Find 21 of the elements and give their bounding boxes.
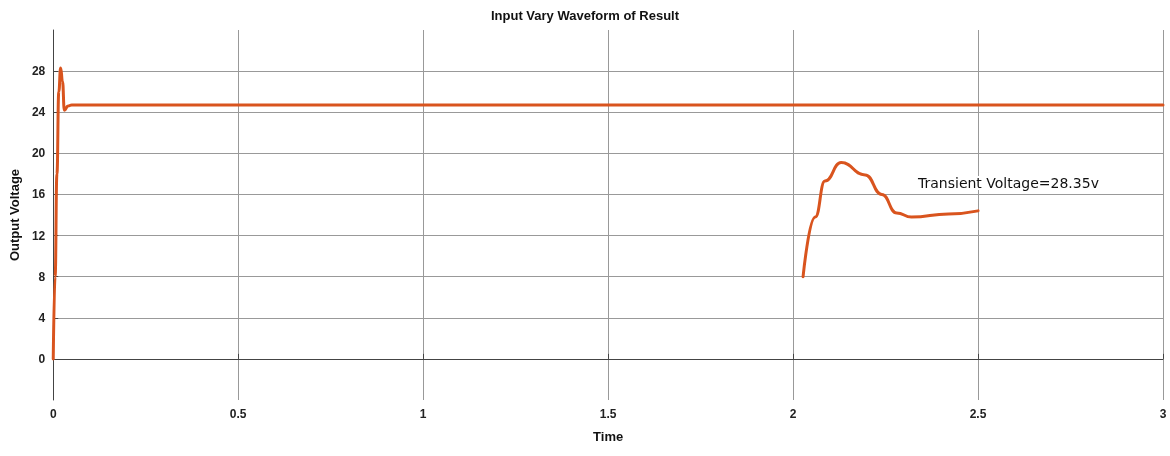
y-tick-label: 4 (38, 310, 46, 325)
y-tick-label: 28 (31, 64, 46, 79)
y-axis-title: Output Voltage (7, 168, 22, 262)
line-series (51, 66, 1165, 361)
x-tick-label: 3 (1159, 407, 1167, 421)
annotation: Transient Voltage=28.35v (917, 175, 1099, 191)
x-tick-label: 1 (419, 407, 427, 421)
x-tick-label: 1.5 (599, 407, 617, 421)
y-tick-label: 12 (31, 228, 46, 243)
x-tick-label: 0 (49, 407, 57, 421)
chart-title: Input Vary Waveform of Result (490, 8, 680, 23)
x-axis-title: Time (593, 429, 624, 444)
y-tick-label: 8 (38, 269, 46, 284)
x-tick-label: 2 (789, 407, 797, 421)
x-tick-label: 0.5 (229, 407, 247, 421)
y-tick-label: 0 (38, 351, 46, 366)
x-tick-label: 2.5 (969, 407, 987, 421)
line-series (801, 161, 980, 279)
y-tick-label: 24 (31, 105, 46, 120)
y-tick-label: 20 (31, 146, 46, 161)
y-tick-label: 16 (31, 187, 46, 202)
